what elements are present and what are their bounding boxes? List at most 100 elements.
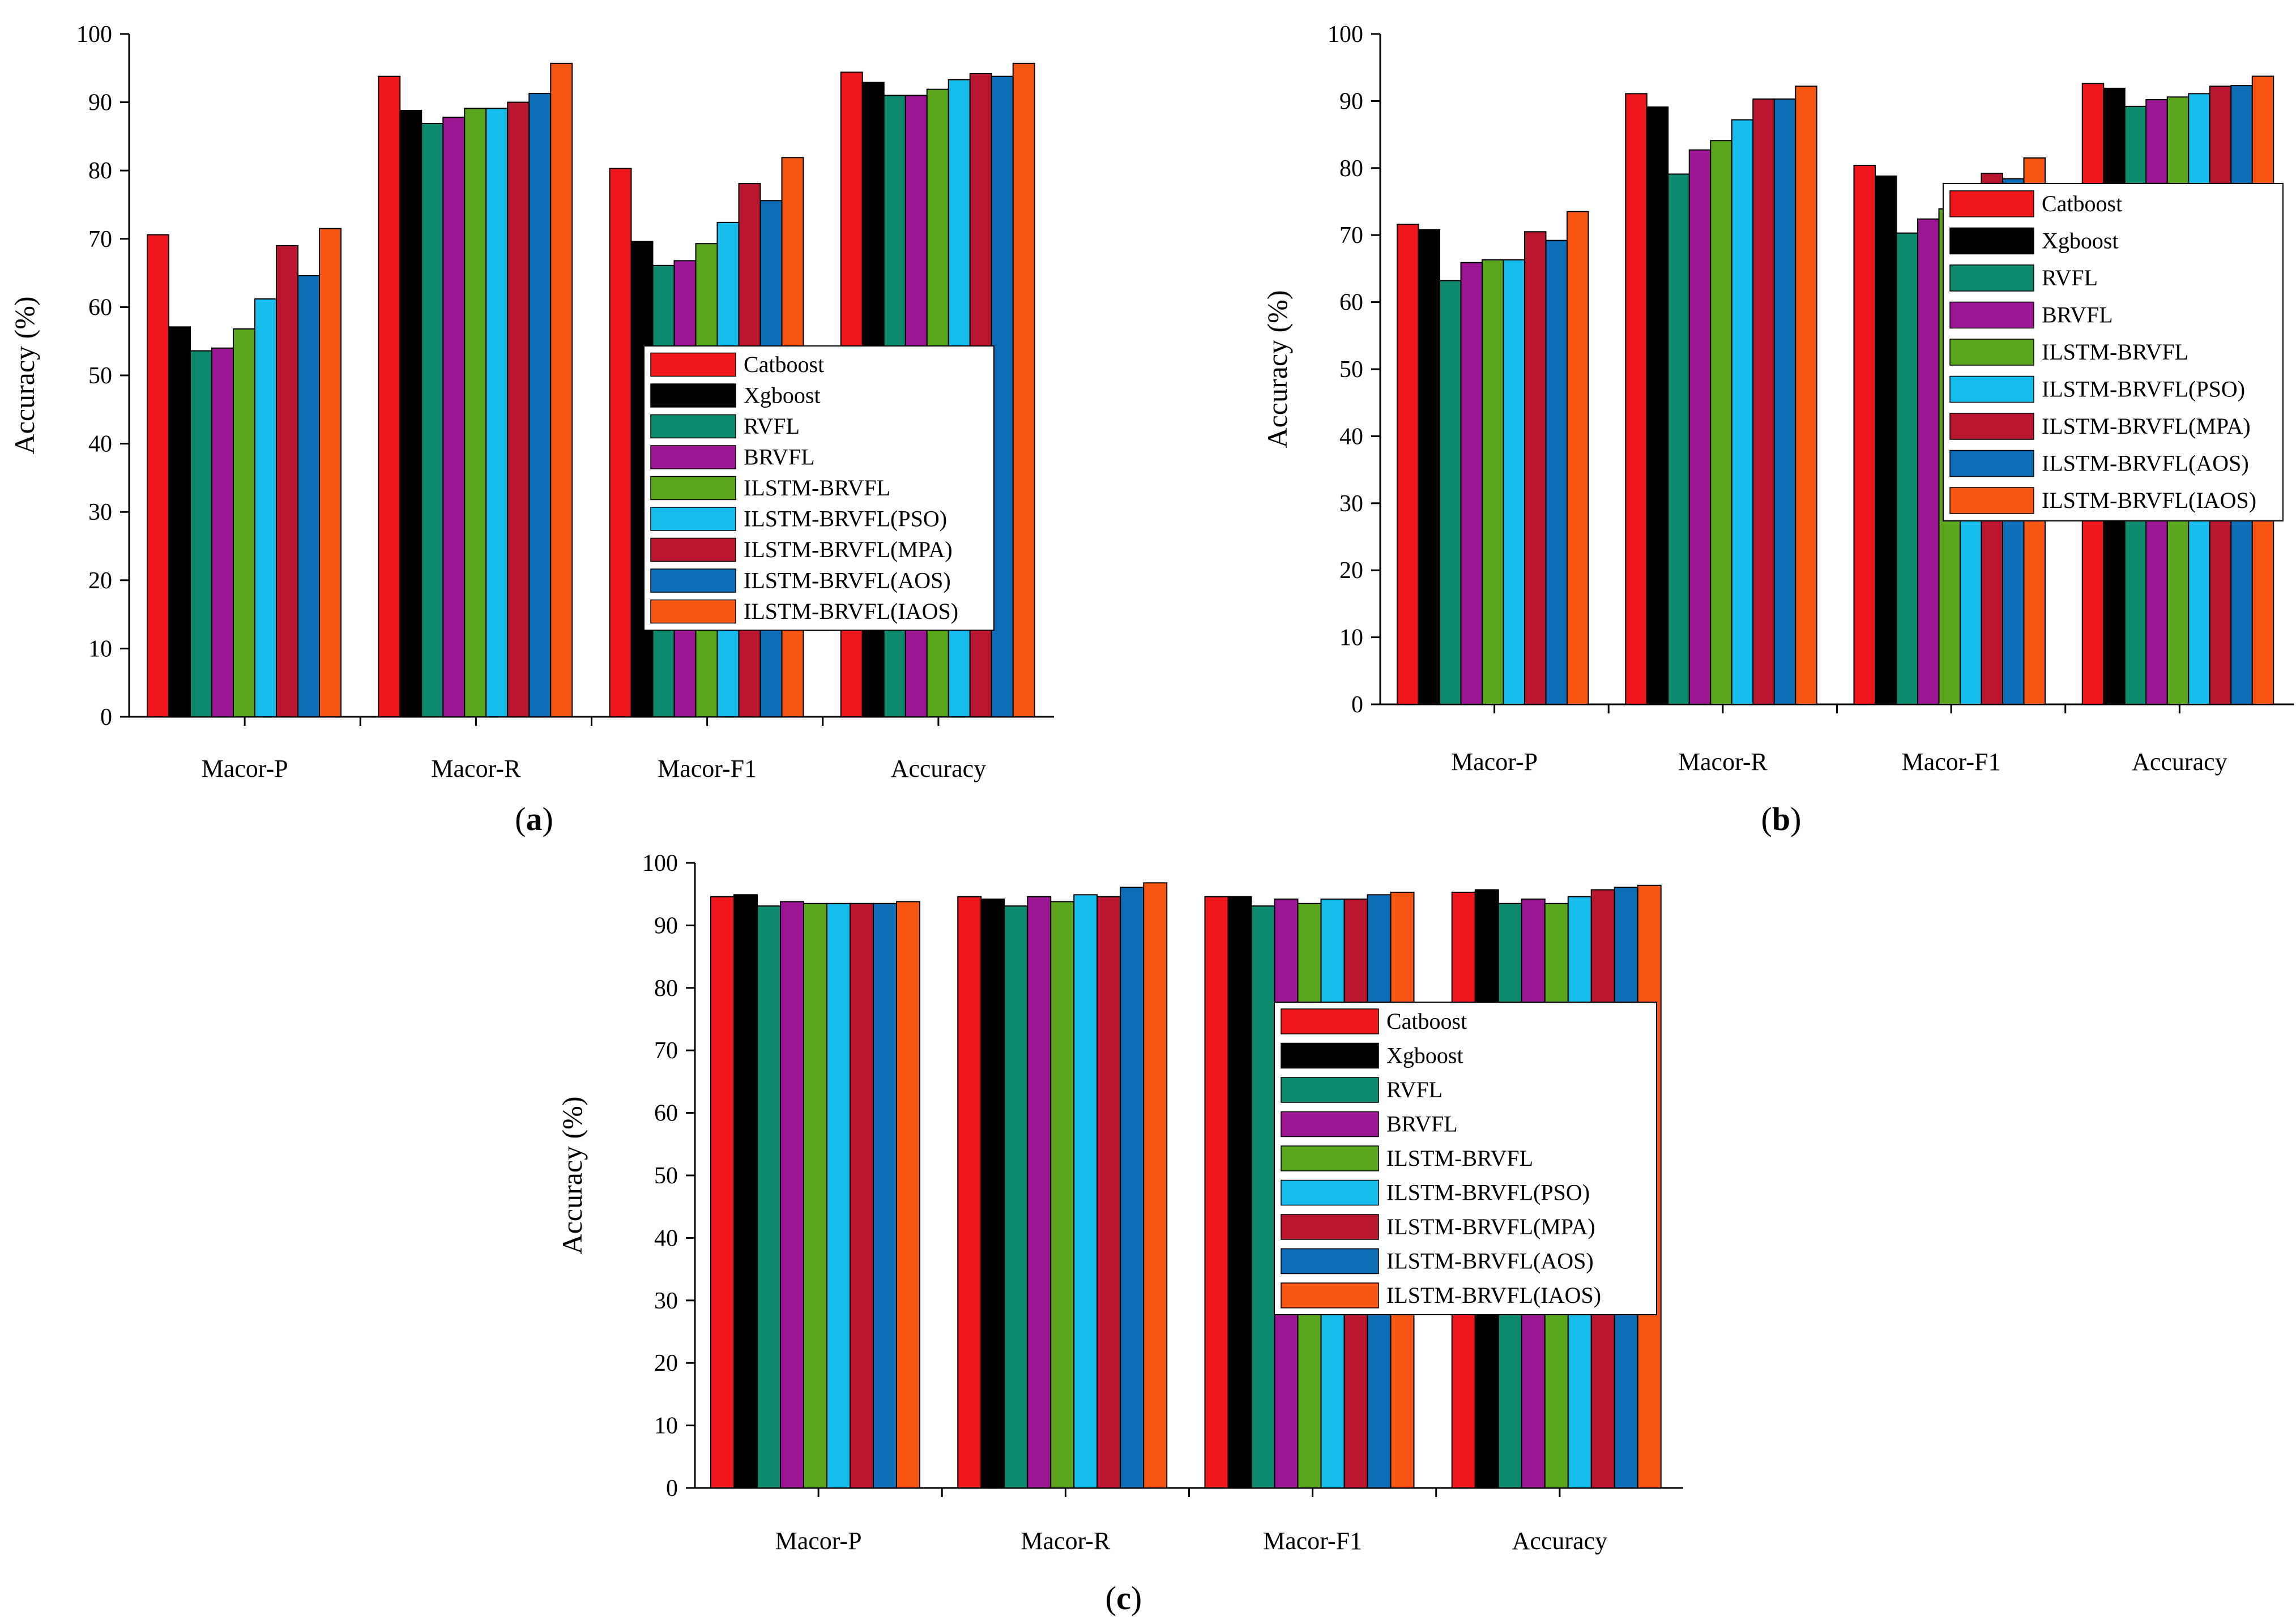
y-tick-label-c-0: 0 [666, 1475, 678, 1502]
y-tick-label-a-100: 100 [76, 22, 112, 48]
y-axis-title-c: Accuracy (%) [556, 1097, 588, 1255]
y-tick-label-b-30: 30 [1339, 491, 1363, 517]
legend-c: Catboost Xgboost RVFL BRVFL ILSTM-BRVFL ILSTM… [1274, 1002, 1657, 1315]
legend-label-b-xgboost: Xgboost [2042, 228, 2119, 254]
y-tick-label-c-20: 20 [654, 1350, 678, 1376]
category-label-b-macor-f1: Macor-F1 [1902, 748, 2001, 776]
category-label-b-macor-p: Macor-P [1451, 748, 1538, 776]
bar-c-catboost-macor-r [957, 896, 982, 1489]
y-tick-label-a-50: 50 [88, 363, 112, 389]
bar-b-xgboost-macor-f1 [1875, 176, 1897, 705]
bar-b-xgboost-macor-p [1418, 229, 1440, 705]
y-tick-label-c-60: 60 [654, 1101, 678, 1127]
bar-b-ilstm-brvfl-mpa-macor-p [1524, 231, 1547, 705]
legend-label-b-rvfl: RVFL [2042, 265, 2098, 290]
y-tick-label-c-40: 40 [654, 1225, 678, 1251]
y-tick-label-b-0: 0 [1351, 692, 1363, 718]
legend-swatch-b-ilstm-brvfl-mpa [1949, 413, 2034, 440]
legend-swatch-a-ilstm-brvfl-mpa [650, 537, 736, 562]
bar-b-ilstm-brvfl-pso-macor-r [1731, 119, 1754, 705]
bar-a-brvfl-macor-r [442, 117, 466, 718]
legend-label-a-ilstm-brvfl-aos: ILSTM-BRVFL(AOS) [744, 568, 951, 593]
legend-swatch-b-ilstm-brvfl-aos [1949, 450, 2034, 477]
y-tick-label-a-10: 10 [88, 636, 112, 662]
bar-b-ilstm-brvfl-aos-macor-r [1773, 98, 1796, 705]
y-tick-label-a-70: 70 [88, 226, 112, 253]
bar-c-rvfl-macor-p [757, 905, 781, 1489]
bar-a-ilstm-brvfl-aos-accuracy [991, 75, 1014, 718]
legend-swatch-c-ilstm-brvfl-pso [1281, 1179, 1379, 1206]
bar-b-ilstm-brvfl-iaos-macor-p [1567, 211, 1589, 705]
chart-panel-c: 0 10 20 30 40 50 60 70 80 90 100 Accuracy (%) Macor-… [556, 850, 1683, 1555]
y-tick-label-a-0: 0 [100, 704, 112, 730]
y-tick-label-c-80: 80 [654, 976, 678, 1002]
bar-c-brvfl-macor-r [1027, 896, 1052, 1489]
category-label-c-macor-p: Macor-P [775, 1527, 862, 1555]
legend-swatch-b-ilstm-brvfl-iaos [1949, 487, 2034, 514]
bar-b-brvfl-macor-r [1688, 149, 1712, 705]
bar-c-ilstm-brvfl-pso-macor-p [826, 903, 851, 1489]
legend-swatch-b-rvfl [1949, 264, 2034, 292]
legend-swatch-a-ilstm-brvfl-pso [650, 507, 736, 531]
bar-a-ilstm-brvfl-macor-p [233, 328, 255, 717]
legend-label-a-brvfl: BRVFL [744, 444, 815, 470]
legend-label-c-rvfl: RVFL [1386, 1077, 1443, 1102]
y-tick-label-a-90: 90 [88, 90, 112, 116]
y-tick-label-b-70: 70 [1339, 223, 1363, 249]
legend-label-c-catboost: Catboost [1386, 1008, 1467, 1034]
legend-swatch-b-ilstm-brvfl-pso [1949, 375, 2034, 403]
y-tick-label-c-90: 90 [654, 913, 678, 939]
bar-c-xgboost-macor-p [733, 894, 758, 1489]
legend-label-b-ilstm-brvfl-aos: ILSTM-BRVFL(AOS) [2042, 451, 2249, 476]
legend-label-b-ilstm-brvfl: ILSTM-BRVFL [2042, 339, 2188, 365]
bar-c-rvfl-macor-f1 [1251, 905, 1275, 1489]
y-tick-label-c-10: 10 [654, 1413, 678, 1439]
legend-label-a-ilstm-brvfl: ILSTM-BRVFL [744, 475, 890, 501]
bar-a-catboost-macor-r [378, 75, 401, 718]
y-axis-title-b: Accuracy (%) [1261, 290, 1293, 448]
legend-swatch-a-ilstm-brvfl-iaos [650, 599, 736, 624]
bar-c-brvfl-macor-p [780, 901, 804, 1489]
bar-c-ilstm-brvfl-iaos-macor-r [1143, 882, 1168, 1489]
chart-panel-a: 0 10 20 30 40 50 60 70 80 90 100 Accuracy (%) Macor-… [8, 22, 1054, 782]
legend-label-c-ilstm-brvfl-mpa: ILSTM-BRVFL(MPA) [1386, 1214, 1595, 1239]
legend-swatch-c-ilstm-brvfl [1281, 1145, 1379, 1171]
bar-a-ilstm-brvfl-aos-macor-p [297, 275, 320, 717]
legend-swatch-a-xgboost [650, 383, 736, 408]
bar-b-catboost-macor-f1 [1853, 165, 1876, 705]
legend-label-a-ilstm-brvfl-iaos: ILSTM-BRVFL(IAOS) [744, 598, 958, 624]
bar-c-rvfl-macor-r [1004, 905, 1028, 1489]
bar-b-ilstm-brvfl-iaos-macor-r [1795, 85, 1817, 705]
y-tick-label-a-80: 80 [88, 158, 112, 184]
category-label-a-macor-f1: Macor-F1 [658, 755, 757, 782]
legend-swatch-a-catboost [650, 352, 736, 377]
bar-c-ilstm-brvfl-macor-p [803, 903, 827, 1489]
legend-label-a-ilstm-brvfl-mpa: ILSTM-BRVFL(MPA) [744, 537, 953, 562]
legend-label-c-ilstm-brvfl-aos: ILSTM-BRVFL(AOS) [1386, 1248, 1594, 1274]
legend-swatch-c-brvfl [1281, 1111, 1379, 1137]
bar-b-rvfl-macor-r [1667, 173, 1690, 705]
legend-swatch-a-brvfl [650, 445, 736, 469]
legend-swatch-c-ilstm-brvfl-mpa [1281, 1214, 1379, 1240]
bar-a-rvfl-macor-r [421, 122, 444, 718]
legend-b: Catboost Xgboost RVFL BRVFL ILSTM-BRVFL ILSTM… [1943, 183, 2284, 521]
bar-b-ilstm-brvfl-mpa-macor-r [1752, 98, 1775, 705]
legend-label-a-ilstm-brvfl-pso: ILSTM-BRVFL(PSO) [744, 506, 947, 532]
bar-a-xgboost-macor-p [168, 326, 191, 717]
legend-swatch-c-catboost [1281, 1008, 1379, 1034]
bar-a-catboost-macor-f1 [609, 168, 632, 718]
bar-b-catboost-macor-r [1625, 93, 1648, 705]
bar-b-ilstm-brvfl-pso-macor-p [1503, 259, 1525, 705]
bar-c-ilstm-brvfl-pso-macor-r [1073, 894, 1098, 1489]
legend-swatch-a-ilstm-brvfl [650, 476, 736, 501]
legend-label-a-rvfl: RVFL [744, 413, 800, 439]
bar-b-xgboost-macor-r [1646, 106, 1669, 705]
bar-c-catboost-macor-f1 [1204, 896, 1229, 1489]
bar-a-ilstm-brvfl-pso-macor-p [254, 298, 277, 717]
bar-a-catboost-macor-p [147, 234, 169, 717]
y-tick-label-a-60: 60 [88, 294, 112, 320]
bar-c-ilstm-brvfl-mpa-macor-r [1096, 896, 1121, 1489]
category-label-b-accuracy: Accuracy [2132, 748, 2227, 776]
bar-a-ilstm-brvfl-mpa-macor-p [276, 245, 298, 717]
